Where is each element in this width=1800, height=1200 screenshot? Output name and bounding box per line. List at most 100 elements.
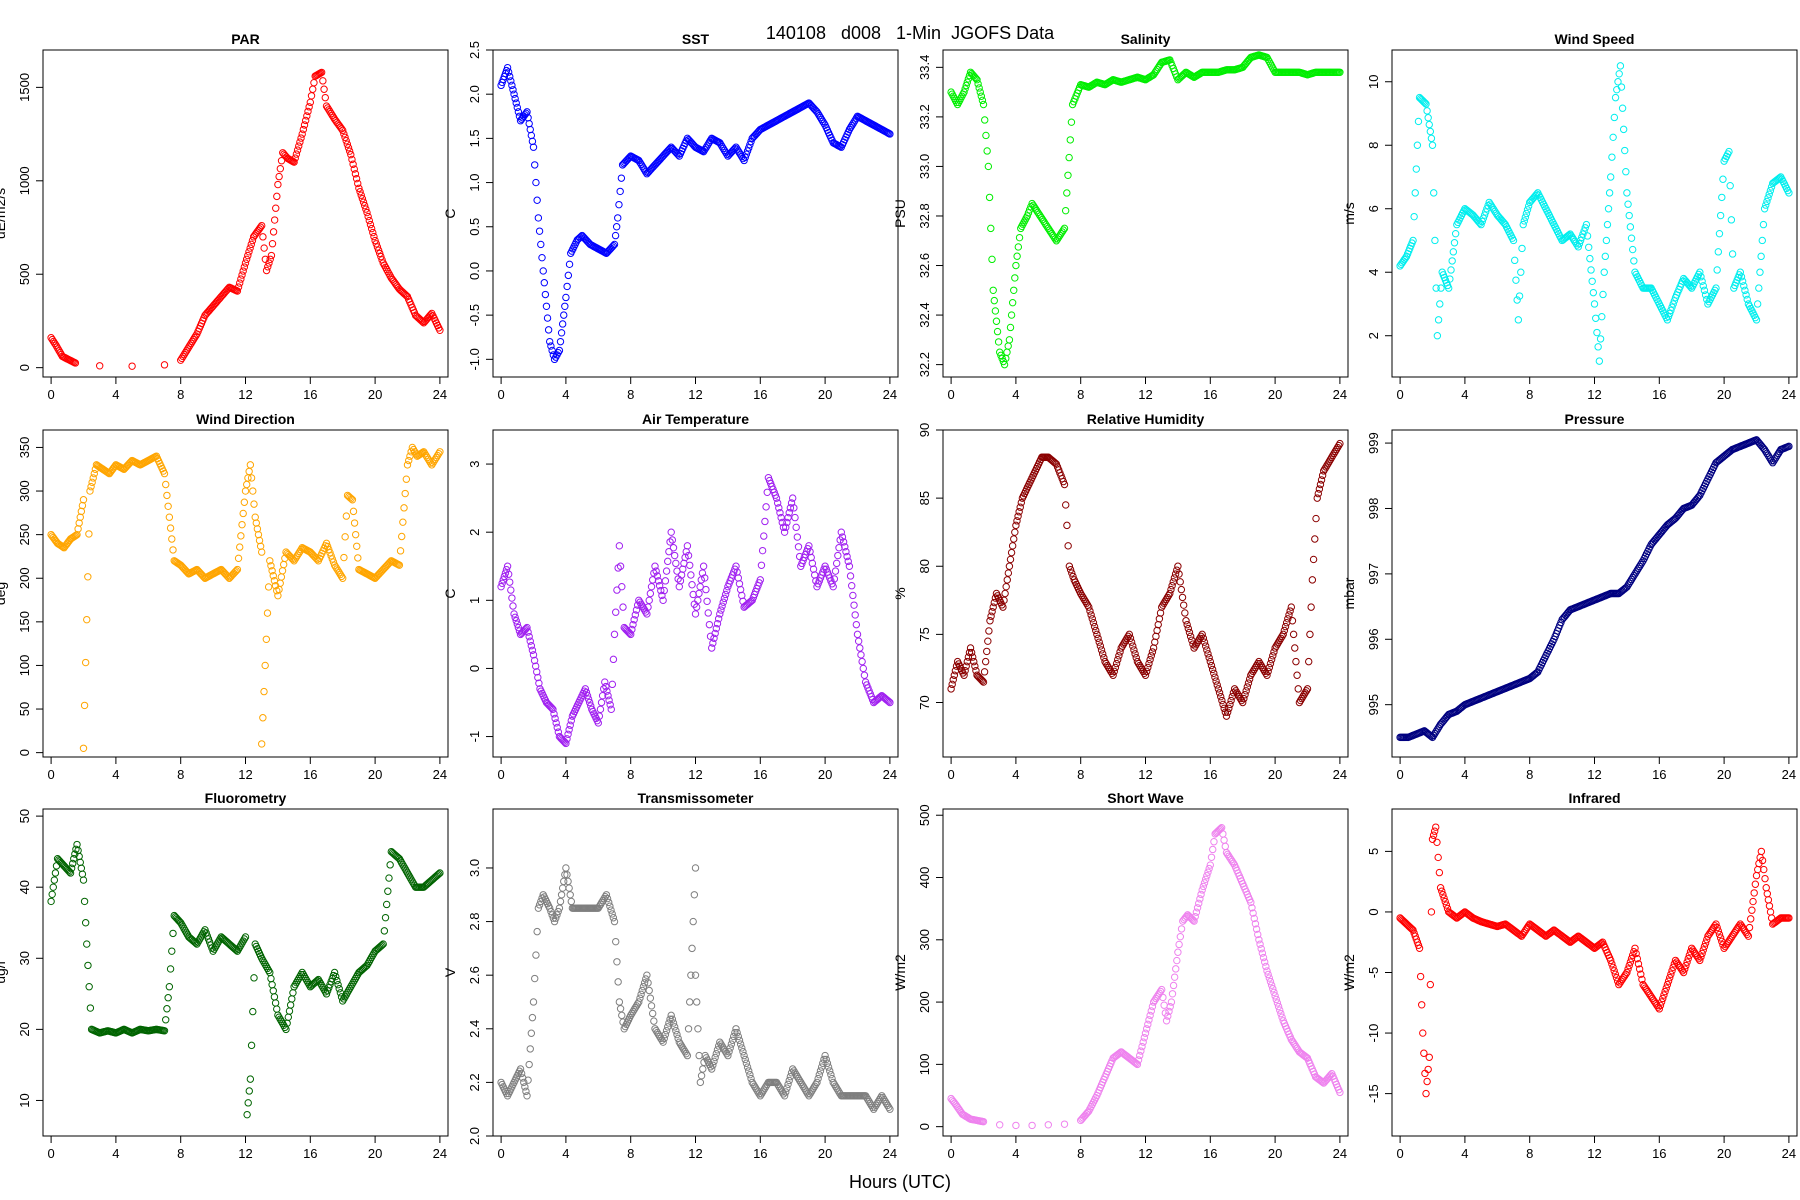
data-point xyxy=(1663,980,1672,989)
data-point xyxy=(177,356,185,364)
data-point xyxy=(549,351,558,359)
data-point xyxy=(782,523,790,532)
data-point xyxy=(714,1042,723,1050)
data-point xyxy=(1638,558,1646,567)
x-tick-label: 4 xyxy=(1012,387,1019,402)
data-point xyxy=(1500,219,1508,227)
data-point xyxy=(1014,512,1022,520)
data-point xyxy=(981,657,990,666)
data-point xyxy=(979,1117,988,1126)
data-point xyxy=(277,573,286,581)
y-tick-label: 1 xyxy=(467,597,482,604)
data-point xyxy=(395,561,404,569)
data-point xyxy=(660,1034,668,1043)
data-point xyxy=(1763,890,1772,898)
data-point xyxy=(76,858,84,867)
data-point xyxy=(1299,692,1307,701)
data-point xyxy=(1332,445,1341,454)
data-point xyxy=(1697,273,1705,281)
data-point xyxy=(749,1080,758,1089)
y-tick-label: 500 xyxy=(917,804,932,826)
data-point xyxy=(1736,268,1745,276)
data-point xyxy=(1067,118,1076,126)
data-point xyxy=(690,891,699,899)
data-point xyxy=(1610,113,1619,122)
data-point xyxy=(755,1090,763,1098)
data-point xyxy=(1255,936,1263,944)
data-point xyxy=(797,1078,805,1087)
data-point xyxy=(386,861,394,869)
data-point xyxy=(786,504,795,512)
data-point xyxy=(638,162,646,170)
data-point xyxy=(1198,886,1206,894)
data-point xyxy=(864,1095,872,1104)
data-point xyxy=(746,1071,754,1079)
data-point xyxy=(550,917,559,926)
data-point xyxy=(1177,585,1186,594)
data-point xyxy=(1172,965,1180,973)
data-point xyxy=(612,223,621,231)
data-point xyxy=(837,528,845,536)
data-point xyxy=(829,1078,837,1087)
plot-frame xyxy=(42,808,449,1137)
data-point xyxy=(1618,104,1627,112)
data-point xyxy=(1666,973,1674,982)
data-point xyxy=(1300,691,1308,699)
data-point xyxy=(1208,665,1217,674)
data-point xyxy=(1748,906,1756,914)
data-point xyxy=(1429,731,1438,740)
figure-title-part: JGOFS Data xyxy=(951,23,1055,43)
data-point xyxy=(1193,638,1202,646)
data-point xyxy=(629,620,637,629)
data-point xyxy=(1167,998,1176,1006)
data-point xyxy=(608,680,617,689)
data-point xyxy=(584,695,593,703)
data-point xyxy=(1060,224,1069,233)
data-point xyxy=(80,701,89,710)
y-tick-label: 500 xyxy=(17,263,32,285)
data-point xyxy=(758,546,767,555)
data-point xyxy=(733,145,741,153)
data-point xyxy=(1600,268,1608,276)
data-point xyxy=(1199,882,1208,891)
data-point xyxy=(298,130,306,138)
data-series xyxy=(497,864,894,1113)
x-tick-label: 0 xyxy=(947,767,954,782)
data-point xyxy=(382,900,391,909)
data-point xyxy=(363,208,371,217)
data-point xyxy=(1663,316,1672,324)
data-point xyxy=(182,567,191,576)
data-point xyxy=(86,487,94,495)
data-point xyxy=(1011,274,1019,282)
data-point xyxy=(1329,451,1337,460)
data-point xyxy=(1293,671,1301,679)
data-point xyxy=(1089,618,1098,627)
data-point xyxy=(1596,940,1604,948)
data-point xyxy=(1608,960,1616,968)
data-point xyxy=(1315,485,1324,493)
data-point xyxy=(1176,578,1184,586)
data-point xyxy=(417,449,426,457)
data-point xyxy=(1277,634,1285,642)
data-point xyxy=(293,551,302,559)
x-tick-label: 4 xyxy=(562,1146,569,1161)
data-point xyxy=(605,696,613,704)
data-point xyxy=(632,606,641,614)
data-point xyxy=(1422,1089,1430,1098)
y-tick-label: -5 xyxy=(1366,967,1381,979)
data-point xyxy=(1179,601,1188,609)
data-point xyxy=(1280,626,1289,635)
data-point xyxy=(1683,958,1691,966)
data-point xyxy=(1182,617,1190,625)
data-point xyxy=(655,582,664,590)
data-point xyxy=(724,1051,732,1060)
data-point xyxy=(256,223,265,231)
x-tick-label: 12 xyxy=(1587,767,1601,782)
data-point xyxy=(985,193,994,202)
data-point xyxy=(789,1065,797,1073)
data-point xyxy=(1607,956,1615,965)
data-point xyxy=(680,1046,688,1054)
y-tick-label: 32.4 xyxy=(917,302,932,327)
data-point xyxy=(71,532,79,540)
